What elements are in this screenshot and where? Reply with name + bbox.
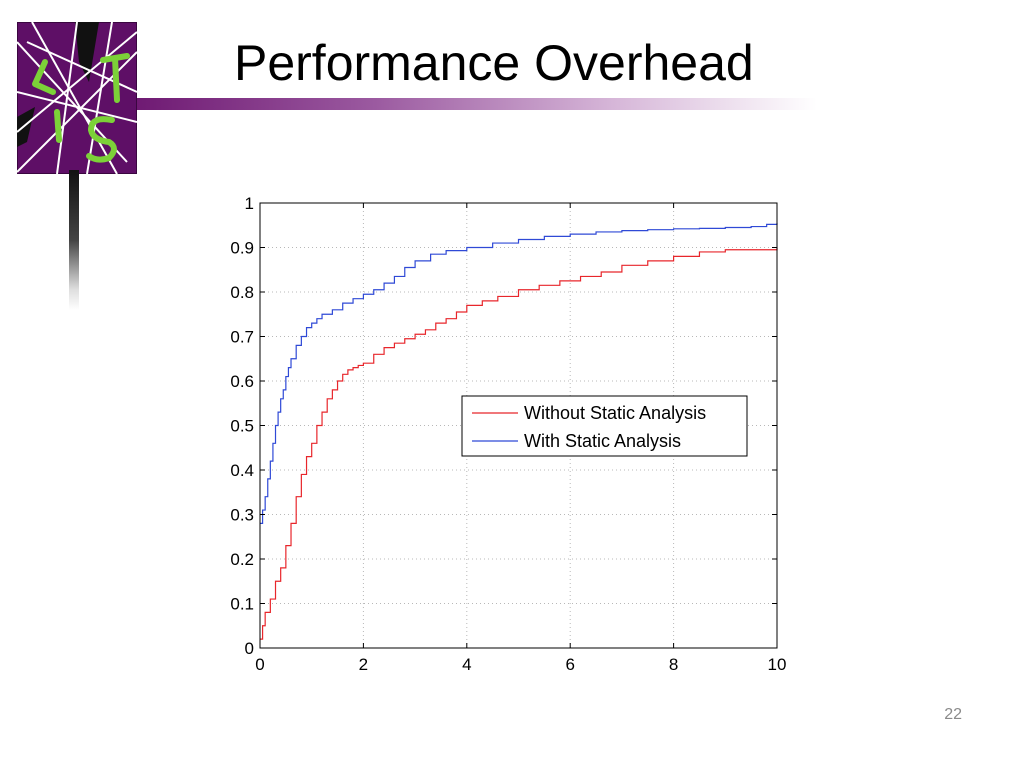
legend-label: With Static Analysis bbox=[524, 431, 681, 451]
line-chart: 0 2 4 6 8 10 0 0.1 0.2 0.3 0.4 0.5 0.6 0.7 0.8 0.9 1 Wit… bbox=[230, 194, 786, 674]
legend-label: Without Static Analysis bbox=[524, 403, 706, 423]
tick-layer: 0 2 4 6 8 10 0 0.1 0.2 0.3 0.4 0.5 0.6 0.7 0.8 0.9 1 bbox=[230, 194, 786, 674]
y-tick-label: 1 bbox=[245, 194, 254, 213]
legend-box bbox=[461, 395, 748, 457]
y-tick-label: 0.5 bbox=[230, 417, 254, 436]
y-tick-label: 0.7 bbox=[230, 328, 254, 347]
x-tick-label: 8 bbox=[669, 655, 678, 674]
slide-title: Performance Overhead bbox=[234, 35, 754, 91]
x-tick-label: 10 bbox=[768, 655, 787, 674]
series-line-with-static-analysis bbox=[260, 223, 778, 524]
x-tick-label: 6 bbox=[565, 655, 574, 674]
legend: Without Static Analysis With Static Analy… bbox=[461, 395, 748, 457]
vertical-accent-bar bbox=[69, 170, 79, 310]
series-line-without-static-analysis bbox=[260, 247, 778, 640]
x-tick-label: 4 bbox=[462, 655, 471, 674]
x-tick-label: 2 bbox=[359, 655, 368, 674]
chart-panel: 0 2 4 6 8 10 0 0.1 0.2 0.3 0.4 0.5 0.6 0.7 0.8 0.9 1 Wit… bbox=[192, 176, 832, 688]
logo-letter-s bbox=[86, 116, 117, 163]
x-tick-label: 0 bbox=[255, 655, 264, 674]
logo-letter-t bbox=[100, 53, 130, 103]
y-tick-label: 0.3 bbox=[230, 506, 254, 525]
ltis-logo bbox=[17, 22, 137, 174]
logo-letter-l bbox=[32, 59, 56, 95]
y-tick-label: 0 bbox=[245, 639, 254, 658]
logo-letter-i bbox=[54, 109, 62, 143]
page-number: 22 bbox=[944, 706, 962, 723]
y-tick-label: 0.8 bbox=[230, 283, 254, 302]
y-tick-label: 0.6 bbox=[230, 372, 254, 391]
y-tick-label: 0.9 bbox=[230, 239, 254, 258]
logo-black-shard-2 bbox=[17, 107, 35, 147]
logo-letters bbox=[32, 53, 130, 163]
y-tick-label: 0.4 bbox=[230, 461, 254, 480]
y-tick-label: 0.1 bbox=[230, 595, 254, 614]
series-layer bbox=[260, 223, 778, 640]
logo-black-shard bbox=[75, 22, 99, 82]
title-underline-bar bbox=[137, 98, 817, 110]
y-tick-label: 0.2 bbox=[230, 550, 254, 569]
